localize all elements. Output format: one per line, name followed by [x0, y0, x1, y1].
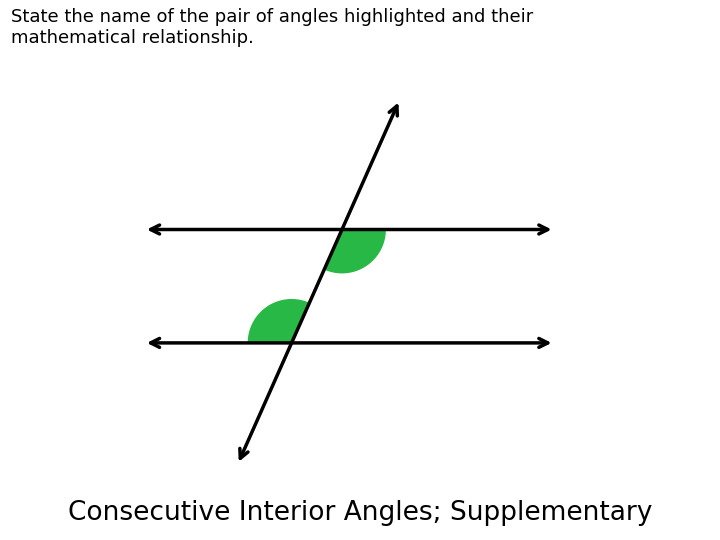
Polygon shape [248, 300, 309, 343]
Text: Consecutive Interior Angles; Supplementary: Consecutive Interior Angles; Supplementa… [68, 501, 652, 526]
Polygon shape [325, 230, 385, 273]
Text: State the name of the pair of angles highlighted and their
mathematical relation: State the name of the pair of angles hig… [11, 8, 533, 47]
